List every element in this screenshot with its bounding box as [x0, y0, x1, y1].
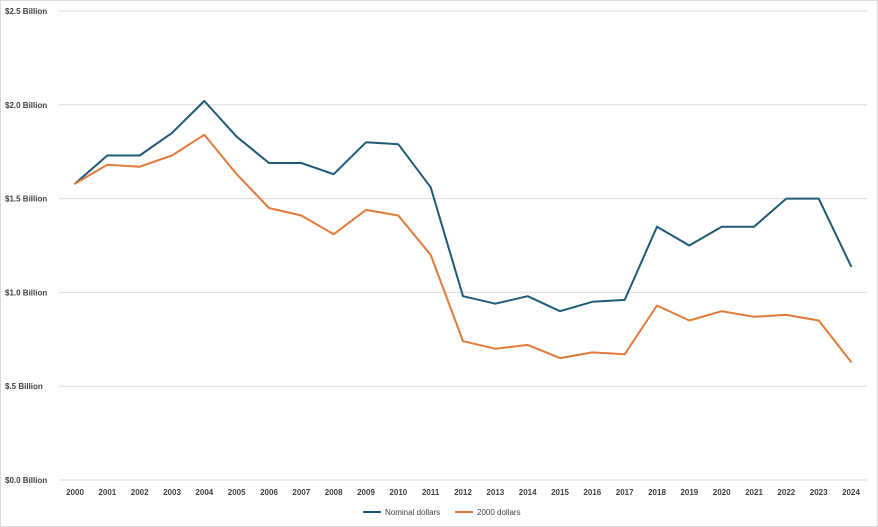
x-tick-label: 2008 — [325, 488, 343, 497]
x-tick-label: 2002 — [131, 488, 149, 497]
x-tick-label: 2019 — [680, 488, 698, 497]
x-tick-label: 2014 — [519, 488, 537, 497]
x-tick-label: 2016 — [583, 488, 601, 497]
x-tick-label: 2009 — [357, 488, 375, 497]
x-tick-label: 2000 — [66, 488, 84, 497]
x-tick-label: 2017 — [616, 488, 634, 497]
x-tick-label: 2021 — [745, 488, 763, 497]
y-tick-label: $1.0 Billion — [5, 288, 47, 297]
x-tick-label: 2022 — [777, 488, 795, 497]
x-axis-ticks: 2000 2001 2002 2003 2004 2005 2006 2007 2008 2009… — [66, 488, 860, 497]
x-tick-label: 2015 — [551, 488, 569, 497]
x-tick-label: 2007 — [292, 488, 310, 497]
x-tick-label: 2001 — [98, 488, 116, 497]
x-tick-label: 2020 — [713, 488, 731, 497]
legend: Nominal dollars 2000 dollars — [363, 508, 521, 517]
y-tick-label: $2.5 Billion — [5, 7, 47, 16]
y-tick-label: $1.5 Billion — [5, 195, 47, 204]
x-tick-label: 2018 — [648, 488, 666, 497]
series-lines — [74, 100, 852, 363]
x-tick-label: 2010 — [389, 488, 407, 497]
y-axis-ticks: $0.0 Billion $.5 Billion $1.0 Billion $1.5 … — [5, 7, 47, 485]
x-tick-label: 2005 — [228, 488, 246, 497]
legend-label: Nominal dollars — [385, 508, 440, 517]
x-tick-label: 2024 — [842, 488, 860, 497]
y-tick-label: $.5 Billion — [5, 382, 43, 391]
series-line-nominal-dollars — [74, 100, 852, 313]
legend-entry-nominal-dollars: Nominal dollars — [363, 508, 440, 517]
x-tick-label: 2012 — [454, 488, 472, 497]
series-line-2000-dollars — [74, 133, 852, 363]
x-tick-label: 2013 — [486, 488, 504, 497]
x-tick-label: 2011 — [422, 488, 440, 497]
grid-lines — [59, 10, 867, 481]
legend-label: 2000 dollars — [477, 508, 521, 517]
legend-entry-2000-dollars: 2000 dollars — [455, 508, 521, 517]
x-tick-label: 2004 — [195, 488, 213, 497]
y-tick-label: $2.0 Billion — [5, 101, 47, 110]
x-tick-label: 2003 — [163, 488, 181, 497]
x-tick-label: 2006 — [260, 488, 278, 497]
y-tick-label: $0.0 Billion — [5, 476, 47, 485]
x-tick-label: 2023 — [810, 488, 828, 497]
